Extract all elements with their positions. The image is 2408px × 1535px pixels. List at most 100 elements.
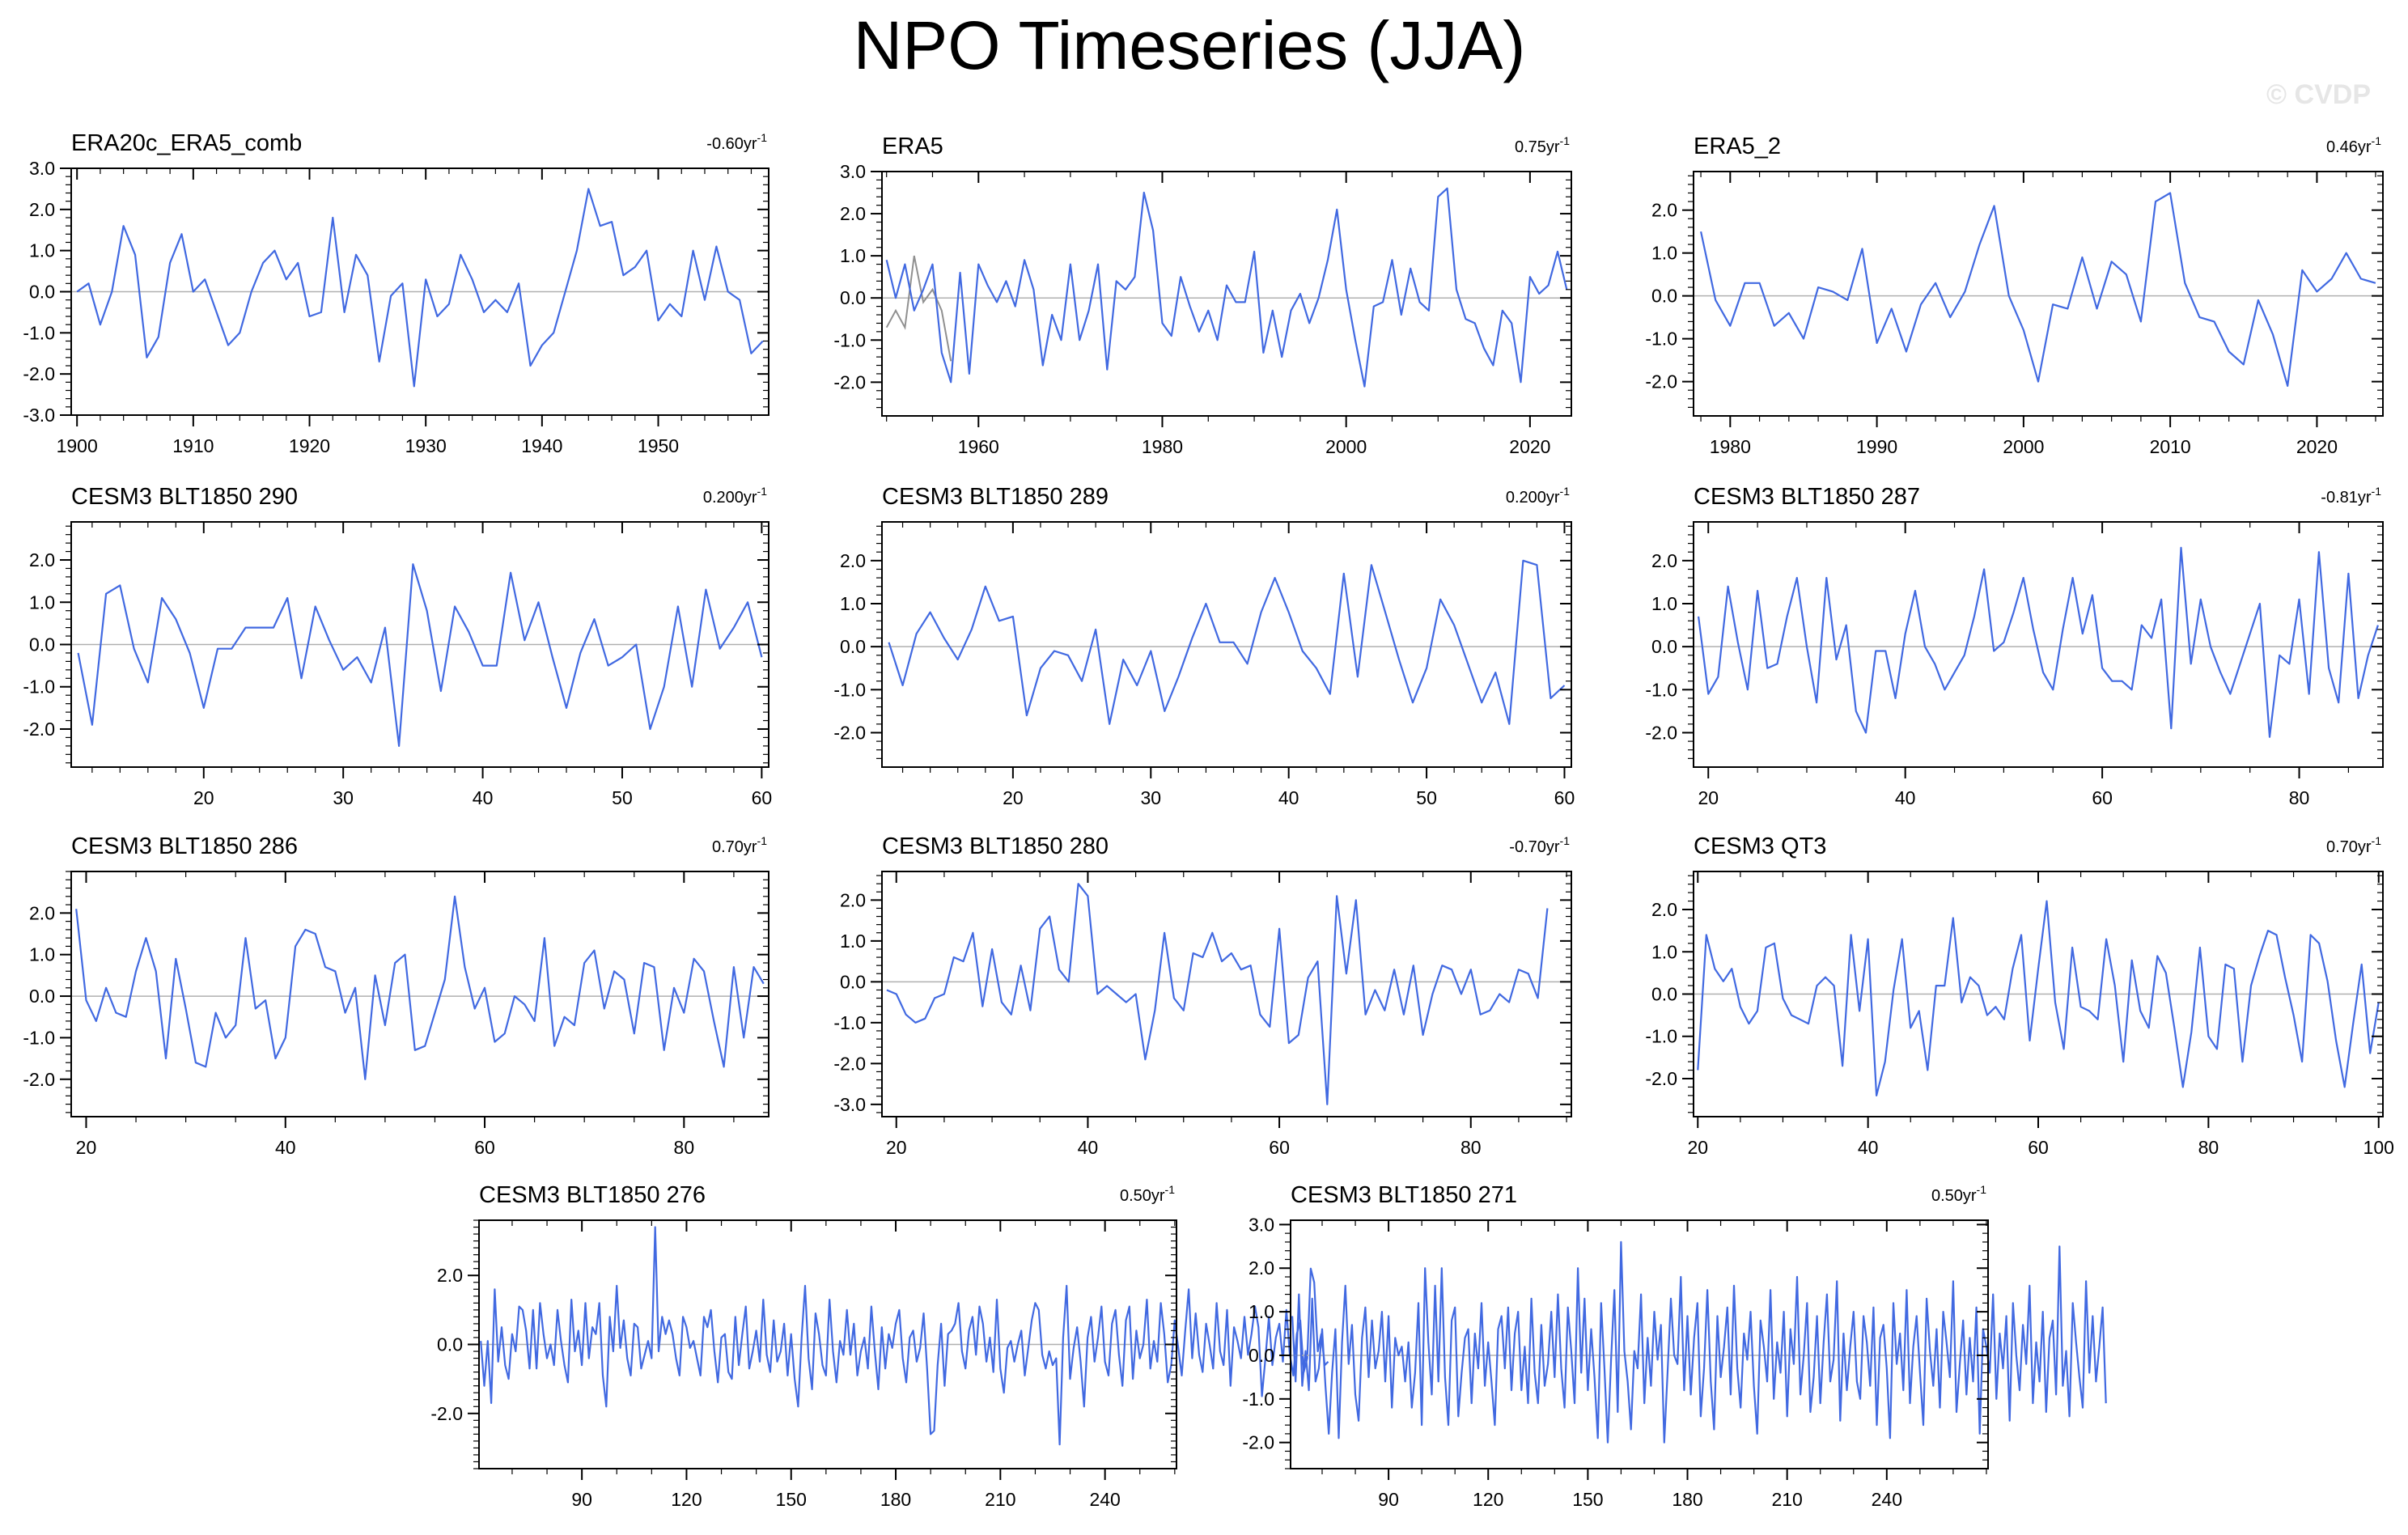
y-tick-label: -1.0 [1645,679,1677,700]
trend-label: 0.200yr-1 [703,485,767,507]
series-line [1291,1240,2107,1444]
plot-frame [70,871,769,1117]
series-line [1700,192,2376,387]
x-tick-label: 50 [1416,787,1437,808]
y-tick-label: 2.0 [1651,200,1677,221]
y-tick-label: -2.0 [23,719,55,740]
trend-label: 0.200yr-1 [1506,485,1570,507]
x-tick-label: 20 [1687,1137,1708,1158]
trend-label: 0.75yr-1 [1515,134,1570,156]
chart-panel: CESM3 BLT1850 290 0.200yr-1 2.0 1.0 0.0 -1.0 -… [23,484,772,808]
panel-title: ERA5_2 [1694,134,1781,159]
y-tick-label: -2.0 [430,1403,463,1424]
y-tick-label: 2.0 [29,902,55,923]
x-tick-label: 80 [1460,1137,1482,1158]
panel-title: CESM3 BLT1850 280 [882,833,1109,859]
series-line [76,188,764,388]
x-tick-label: 2000 [1325,436,1367,457]
y-tick-label: 3.0 [29,158,55,179]
y-tick-label: 1.0 [1651,941,1677,962]
x-tick-label: 120 [671,1489,702,1510]
x-tick-label: 1920 [289,435,330,456]
y-tick-label: -2.0 [1645,1068,1677,1089]
x-tick-label: 1960 [958,436,999,457]
x-tick-label: 1980 [1142,436,1183,457]
y-tick-label: 2.0 [437,1265,463,1286]
trend-label: -0.60yr-1 [706,131,767,153]
y-tick-label: 0.0 [29,282,55,303]
x-tick-label: 120 [1473,1489,1503,1510]
y-tick-label: 0.0 [1249,1345,1274,1366]
y-tick-label: 0.0 [1651,286,1677,307]
x-tick-label: 30 [1140,787,1161,808]
x-tick-label: 20 [76,1137,97,1158]
y-tick-label: -1.0 [1645,1026,1677,1047]
x-tick-label: 1930 [405,435,447,456]
y-tick-label: 0.0 [840,636,866,657]
x-tick-label: 2020 [2296,436,2338,457]
series-line [1698,546,2379,738]
x-tick-label: 40 [1895,787,1916,808]
y-tick-label: 3.0 [840,161,866,182]
y-tick-label: 0.0 [437,1334,463,1355]
y-tick-label: 0.0 [29,986,55,1007]
x-tick-label: 1940 [521,435,562,456]
series-line [75,895,765,1080]
y-tick-label: 0.0 [1651,984,1677,1005]
series-line [886,883,1549,1105]
y-tick-label: -2.0 [833,1053,866,1074]
plot-frame [881,171,1572,417]
x-tick-label: 60 [2028,1137,2049,1158]
x-tick-label: 210 [1771,1489,1802,1510]
panel-title: CESM3 BLT1850 286 [71,833,298,859]
y-tick-label: 2.0 [1651,899,1677,920]
x-tick-label: 180 [880,1489,911,1510]
trend-label: 0.70yr-1 [2326,834,2381,856]
y-tick-label: 2.0 [1651,550,1677,571]
x-tick-label: 1990 [1856,436,1897,457]
x-tick-label: 240 [1872,1489,1902,1510]
y-tick-label: 2.0 [840,550,866,571]
x-tick-label: 1950 [638,435,679,456]
series-line [885,187,1568,388]
y-tick-label: 2.0 [1249,1257,1274,1278]
x-tick-label: 1910 [172,435,214,456]
y-tick-label: -2.0 [1242,1432,1274,1453]
y-tick-label: 1.0 [840,931,866,952]
x-tick-label: 80 [2198,1137,2219,1158]
y-tick-label: 2.0 [29,199,55,220]
chart-panel: CESM3 QT3 0.70yr-1 2.0 1.0 0.0 -1.0 -2.0 20 40 60… [1645,833,2394,1158]
x-tick-label: 240 [1089,1489,1120,1510]
y-tick-label: 1.0 [29,240,55,261]
x-tick-label: 150 [776,1489,807,1510]
y-tick-label: -2.0 [1645,371,1677,392]
y-tick-label: 1.0 [840,593,866,614]
y-tick-label: -2.0 [23,363,55,384]
x-tick-label: 1900 [57,435,98,456]
x-tick-label: 2000 [2003,436,2044,457]
y-tick-label: 1.0 [1651,243,1677,264]
x-tick-label: 40 [1078,1137,1099,1158]
x-tick-label: 40 [473,787,494,808]
y-tick-label: 1.0 [840,245,866,266]
overlay-series-line [885,255,952,362]
x-tick-label: 20 [886,1137,907,1158]
plot-frame [1693,521,2384,768]
y-tick-label: 2.0 [29,549,55,570]
panel-title: CESM3 BLT1850 287 [1694,484,1920,510]
y-tick-label: -2.0 [23,1069,55,1090]
x-tick-label: 20 [1698,787,1719,808]
x-tick-label: 40 [1858,1137,1879,1158]
series-line [480,1226,1329,1446]
y-tick-label: 0.0 [840,971,866,992]
plot-frame [1290,1219,1989,1469]
y-tick-label: -3.0 [23,405,55,426]
y-tick-label: -1.0 [1645,329,1677,350]
panel-title: CESM3 BLT1850 290 [71,484,298,510]
plot-frame [881,871,1572,1117]
panel-title: CESM3 BLT1850 289 [882,484,1109,510]
chart-panel: ERA5_2 0.46yr-1 2.0 1.0 0.0 -1.0 -2.0 1980 1990 2… [1645,134,2384,457]
y-tick-label: 1.0 [29,944,55,965]
y-tick-label: 2.0 [840,203,866,224]
